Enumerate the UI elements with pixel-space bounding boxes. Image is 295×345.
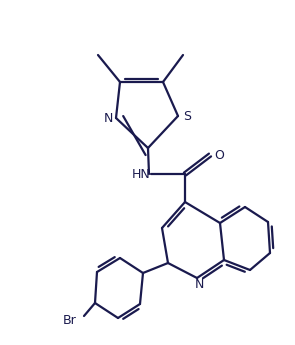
Text: Br: Br bbox=[63, 314, 77, 326]
Text: N: N bbox=[194, 277, 204, 290]
Text: N: N bbox=[103, 111, 113, 125]
Text: O: O bbox=[214, 148, 224, 161]
Text: HN: HN bbox=[132, 168, 150, 180]
Text: S: S bbox=[183, 109, 191, 122]
